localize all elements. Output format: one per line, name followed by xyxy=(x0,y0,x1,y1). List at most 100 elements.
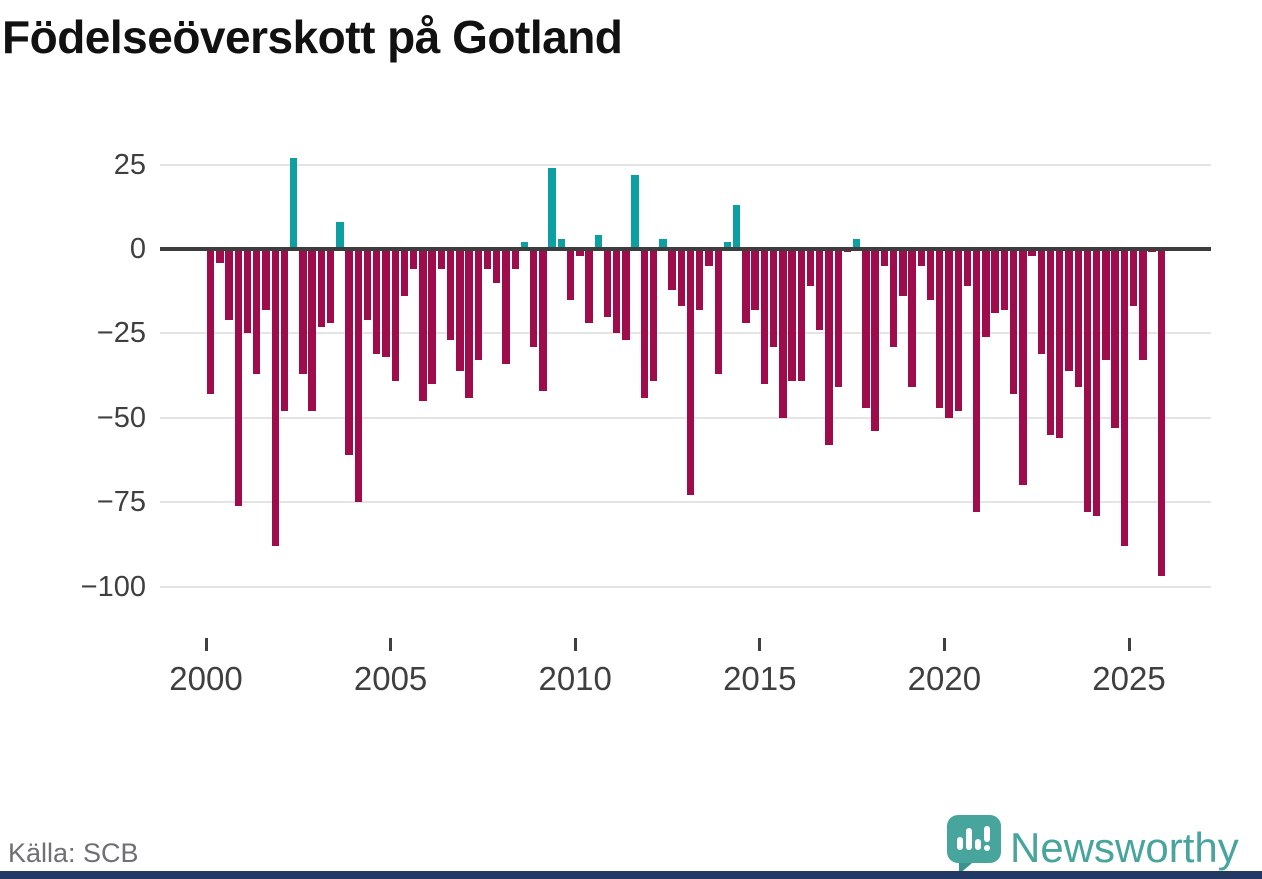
y-axis-label: −25 xyxy=(96,317,146,350)
bar-2021-q4 xyxy=(1009,249,1018,395)
x-axis-label: 2000 xyxy=(169,660,243,697)
bar-2016-q3 xyxy=(816,249,824,331)
bar-2009-q1 xyxy=(539,249,547,391)
bar-2007-q3 xyxy=(483,249,492,270)
x-axis-tick-2000 xyxy=(204,638,208,651)
bar-2012-q1 xyxy=(649,249,658,381)
bar-2025-q4 xyxy=(1157,249,1165,577)
bar-2008-q4 xyxy=(529,249,538,347)
bar-2003-q1 xyxy=(317,249,326,327)
bar-2010-q3 xyxy=(594,235,602,249)
bar-2013-q1 xyxy=(686,249,695,496)
bar-2013-q3 xyxy=(705,249,713,266)
bar-2019-q4 xyxy=(936,249,944,408)
y-axis-label: 25 xyxy=(113,148,146,181)
bar-2025-q2 xyxy=(1139,249,1147,361)
bar-2015-q1 xyxy=(760,249,769,385)
bar-2024-q2 xyxy=(1102,249,1110,361)
bar-2016-q1 xyxy=(797,249,806,381)
x-axis-label: 2025 xyxy=(1092,660,1166,697)
gridline--50 xyxy=(160,416,1211,419)
bar-2003-q4 xyxy=(345,249,353,455)
bar-2009-q3 xyxy=(557,238,566,249)
bar-2000-q2 xyxy=(216,249,224,263)
bar-2021-q1 xyxy=(982,249,990,337)
bar-2020-q1 xyxy=(945,249,953,418)
bar-2018-q2 xyxy=(880,249,889,266)
bar-2007-q4 xyxy=(493,249,501,283)
x-axis-label: 2010 xyxy=(538,660,612,697)
bar-2010-q4 xyxy=(603,249,612,317)
bar-2014-q1 xyxy=(723,242,732,249)
x-axis-tick-2010 xyxy=(573,638,577,651)
bar-2008-q1 xyxy=(502,249,510,364)
bar-2000-q3 xyxy=(225,249,233,320)
bar-2012-q4 xyxy=(677,249,686,307)
bar-2002-q1 xyxy=(280,249,289,412)
bar-2002-q3 xyxy=(299,249,307,374)
bar-2004-q3 xyxy=(373,249,381,354)
bar-2023-q2 xyxy=(1065,249,1073,371)
bar-2024-q3 xyxy=(1111,249,1119,428)
bar-2021-q2 xyxy=(991,249,999,314)
x-axis-label: 2020 xyxy=(907,660,982,697)
y-axis-label: −50 xyxy=(96,401,146,434)
bar-2021-q3 xyxy=(1000,249,1009,310)
footer-accent-strip xyxy=(0,871,1262,879)
source-note: Källa: SCB xyxy=(8,838,139,868)
chart-title: Födelseöverskott på Gotland xyxy=(2,11,623,63)
bar-2009-q2 xyxy=(548,167,556,249)
x-axis-tick-2015 xyxy=(758,638,762,651)
bar-2014-q4 xyxy=(751,249,759,310)
bar-2015-q2 xyxy=(769,249,778,347)
bar-2016-q2 xyxy=(806,249,815,287)
bar-2001-q3 xyxy=(262,249,270,310)
x-axis-tick-2025 xyxy=(1127,638,1131,651)
bar-2005-q3 xyxy=(409,249,418,270)
x-axis-label: 2015 xyxy=(723,660,797,697)
bar-2004-q2 xyxy=(363,249,372,320)
bar-2012-q3 xyxy=(668,249,676,290)
bar-2020-q4 xyxy=(973,249,981,513)
bar-2019-q3 xyxy=(926,249,935,300)
bar-2011-q2 xyxy=(622,249,630,341)
y-axis-label: −75 xyxy=(96,486,146,519)
bar-2003-q2 xyxy=(326,249,335,324)
bar-2011-q1 xyxy=(613,249,621,334)
x-axis-tick-2005 xyxy=(389,638,393,651)
bar-2004-q1 xyxy=(354,249,362,503)
bar-2001-q1 xyxy=(243,249,252,334)
bar-2020-q3 xyxy=(963,249,972,287)
bar-2013-q4 xyxy=(714,249,722,374)
bar-2023-q3 xyxy=(1074,249,1082,388)
newsworthy-logo: Newsworthy xyxy=(946,814,1262,874)
bar-2015-q4 xyxy=(788,249,796,381)
bar-2010-q1 xyxy=(576,249,584,256)
bar-2007-q1 xyxy=(465,249,473,398)
bar-2001-q4 xyxy=(271,249,279,547)
bar-2011-q3 xyxy=(631,174,639,249)
bar-2023-q1 xyxy=(1056,249,1064,439)
gridline--25 xyxy=(160,332,1211,335)
bar-2009-q4 xyxy=(566,249,575,300)
gridline--100 xyxy=(160,585,1211,588)
newsworthy-wordmark: Newsworthy xyxy=(1010,824,1239,871)
bar-2005-q2 xyxy=(400,249,409,297)
bar-2022-q1 xyxy=(1019,249,1027,486)
bar-2018-q3 xyxy=(889,249,898,347)
bar-2018-q4 xyxy=(899,249,907,297)
bar-2019-q2 xyxy=(917,249,926,266)
x-axis-label: 2005 xyxy=(353,660,428,697)
bar-2023-q4 xyxy=(1083,249,1092,513)
bar-2003-q3 xyxy=(336,221,344,249)
bar-2022-q2 xyxy=(1028,249,1036,256)
bar-2010-q2 xyxy=(585,249,593,324)
bar-2020-q2 xyxy=(954,249,962,412)
bar-2016-q4 xyxy=(825,249,833,445)
gridline--75 xyxy=(160,501,1211,504)
bar-2002-q4 xyxy=(308,249,316,412)
bar-2000-q1 xyxy=(206,249,215,395)
y-axis-label: −100 xyxy=(80,570,146,603)
bar-2017-q3 xyxy=(853,238,861,249)
